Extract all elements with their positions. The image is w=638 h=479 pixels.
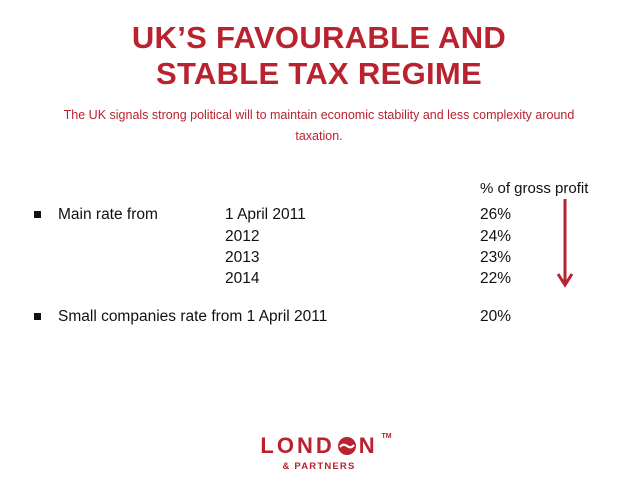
logo-subtext: & PARTNERS bbox=[282, 461, 356, 472]
slide-subtitle: The UK signals strong political will to … bbox=[63, 108, 575, 143]
main-rate-date: 2013 bbox=[225, 249, 260, 266]
main-rate-date: 1 April 2011 bbox=[225, 206, 306, 223]
small-rate-label: Small companies rate from 1 April 2011 bbox=[58, 308, 328, 325]
main-rate-label: Main rate from bbox=[58, 206, 158, 223]
main-rate-value: 22% bbox=[480, 270, 512, 287]
down-arrow-icon bbox=[556, 199, 574, 288]
main-rate-date: 2014 bbox=[225, 270, 260, 287]
bullet-square-icon bbox=[34, 211, 41, 218]
main-rate-date: 2012 bbox=[225, 228, 260, 245]
logo-circle-icon bbox=[337, 437, 356, 455]
small-rate-value: 20% bbox=[480, 308, 512, 325]
title-line-1: UK’S FAVOURABLE AND bbox=[131, 20, 507, 55]
title-line-2: STABLE TAX REGIME bbox=[155, 56, 482, 91]
column-header: % of gross profit bbox=[480, 180, 589, 197]
main-rate-value: 24% bbox=[480, 228, 512, 245]
logo-trademark: TM bbox=[381, 433, 392, 440]
main-rate-value: 26% bbox=[480, 206, 512, 223]
bullet-square-icon bbox=[34, 313, 41, 320]
london-partners-logo: LOND N TM & PARTNERS bbox=[0, 433, 638, 472]
logo-word-end: N bbox=[358, 433, 378, 458]
logo-word-start: LOND bbox=[260, 433, 335, 458]
slide-title: UK’S FAVOURABLE AND STABLE TAX REGIME bbox=[0, 20, 638, 92]
logo-wordmark: LOND N TM bbox=[260, 433, 391, 459]
main-rate-value: 23% bbox=[480, 249, 512, 266]
